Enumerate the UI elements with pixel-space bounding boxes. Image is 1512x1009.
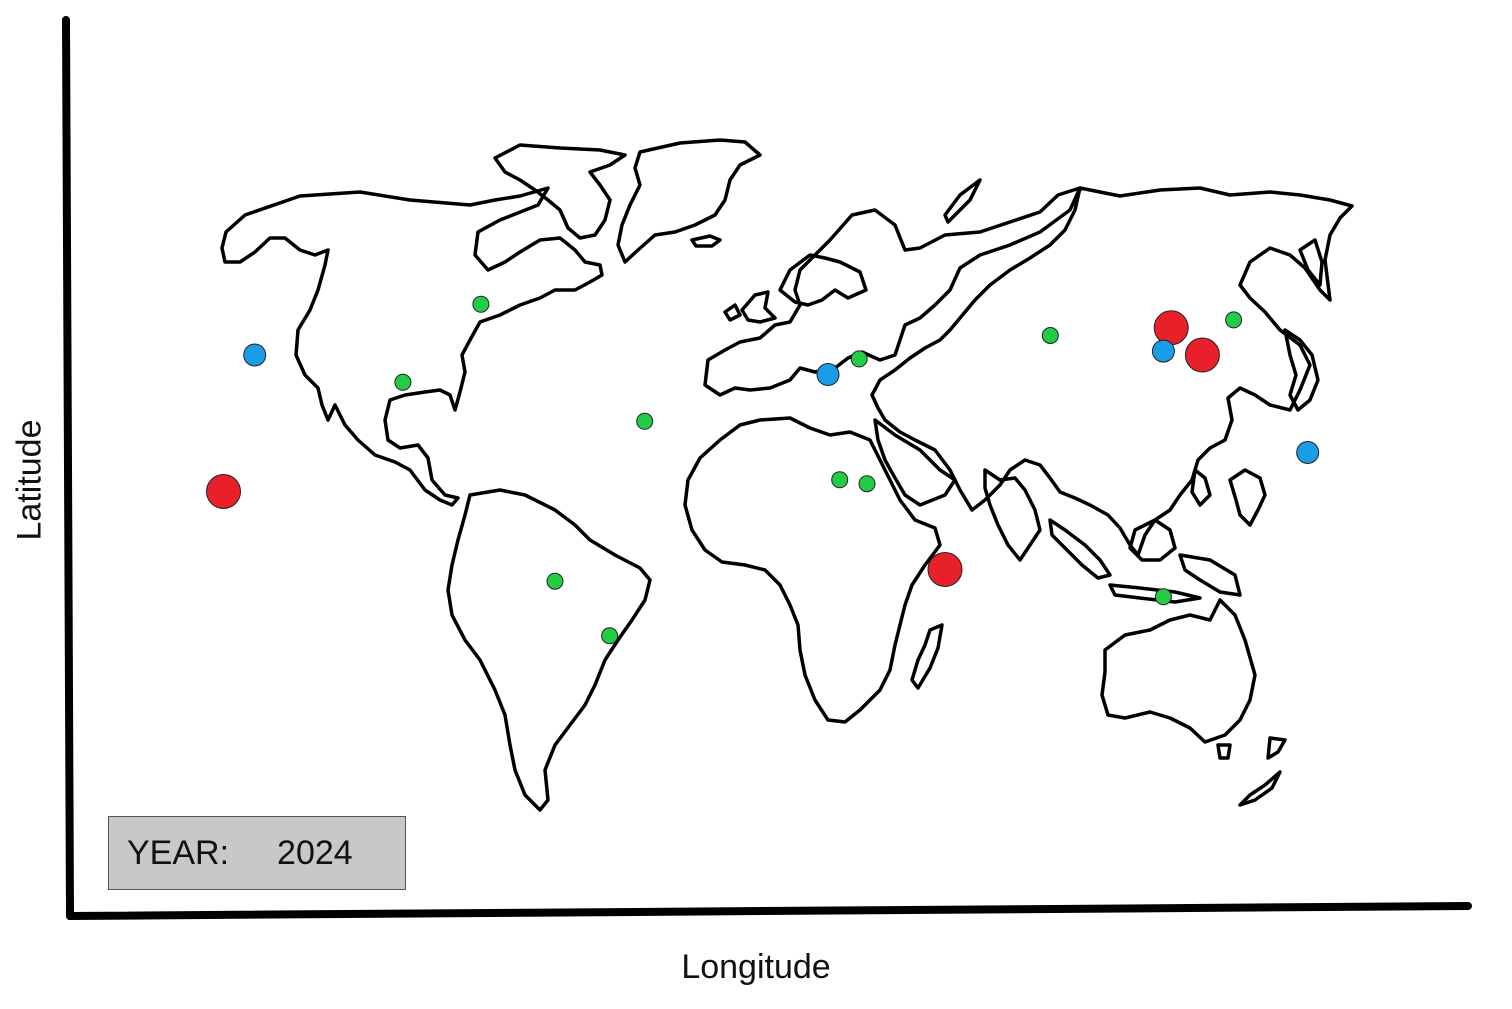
coastline-borneo bbox=[1128, 518, 1177, 562]
coastline-sumatra bbox=[1048, 518, 1112, 580]
coastline-japan bbox=[1283, 328, 1320, 412]
map-marker-small-7 bbox=[831, 471, 849, 489]
coastline-north-america bbox=[220, 186, 604, 507]
coastline-iceland bbox=[690, 234, 722, 248]
coastline-novaya-zemlya bbox=[943, 178, 982, 224]
map-marker-small-4 bbox=[850, 350, 868, 368]
marker-layer bbox=[206, 295, 1320, 645]
map-marker-medium-2 bbox=[816, 363, 840, 386]
coastline-new-guinea bbox=[1178, 553, 1242, 597]
coastline-arctic-islands bbox=[493, 143, 627, 240]
coastline-greenland bbox=[616, 138, 762, 264]
coastline-south-america bbox=[446, 488, 652, 812]
coastline-africa bbox=[683, 416, 942, 724]
map-marker-small-3 bbox=[636, 412, 654, 430]
map-marker-small-1 bbox=[472, 295, 490, 313]
coastline-new-zealand-north bbox=[1266, 736, 1287, 760]
coastline-scandinavia bbox=[778, 253, 868, 307]
map-marker-large-1 bbox=[206, 474, 241, 509]
coastline-tasmania bbox=[1216, 743, 1232, 760]
map-marker-small-5 bbox=[1041, 327, 1059, 344]
map-marker-large-4 bbox=[1184, 337, 1220, 373]
year-label: YEAR: bbox=[127, 833, 230, 872]
x-axis-label: Longitude bbox=[681, 948, 831, 986]
world-coastlines bbox=[220, 138, 1354, 812]
map-marker-medium-3 bbox=[1151, 339, 1175, 363]
x-axis-line bbox=[66, 902, 1472, 920]
map-marker-large-2 bbox=[927, 552, 963, 587]
map-marker-small-6 bbox=[1225, 311, 1243, 329]
year-value: 2024 bbox=[277, 833, 353, 872]
map-marker-medium-4 bbox=[1296, 441, 1320, 464]
coastline-arabia bbox=[873, 418, 957, 507]
map-marker-small-8 bbox=[858, 475, 876, 493]
coastline-british-isles bbox=[740, 290, 777, 324]
map-marker-medium-1 bbox=[243, 343, 267, 367]
map-marker-small-10 bbox=[601, 627, 619, 645]
map-marker-small-2 bbox=[394, 373, 412, 391]
coastline-india bbox=[983, 468, 1042, 562]
map-marker-small-9 bbox=[546, 572, 564, 590]
y-axis-label: Latitude bbox=[10, 419, 49, 541]
coastline-asia bbox=[870, 186, 1354, 557]
map-marker-small-11 bbox=[1154, 588, 1172, 606]
coastline-new-zealand-south bbox=[1238, 770, 1282, 807]
coastline-japan-south bbox=[1228, 468, 1267, 527]
coastline-philippines bbox=[1190, 468, 1212, 507]
y-axis-line bbox=[62, 16, 74, 920]
map-marker-large-3 bbox=[1153, 310, 1189, 346]
coastline-australia bbox=[1100, 598, 1257, 744]
coastline-kamchatka bbox=[1298, 238, 1324, 287]
coastline-ireland bbox=[723, 303, 742, 322]
coastline-madagascar bbox=[910, 623, 944, 690]
year-indicator: YEAR: 2024 bbox=[108, 816, 406, 890]
coastline-java bbox=[1108, 583, 1202, 604]
coastline-europe bbox=[703, 186, 1082, 397]
